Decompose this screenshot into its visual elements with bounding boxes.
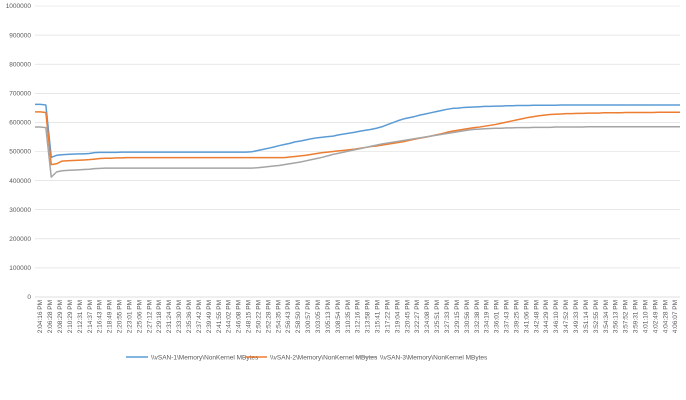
y-tick-label: 300000 — [9, 207, 31, 214]
x-tick-label: 2:27:12 PM — [146, 300, 153, 333]
y-tick-label: 600000 — [9, 120, 31, 127]
x-tick-label: 3:30:56 PM — [464, 300, 471, 333]
x-tick-label: 2:56:43 PM — [285, 300, 292, 333]
y-tick-label: 700000 — [9, 91, 31, 98]
y-tick-label: 200000 — [9, 236, 31, 243]
x-tick-label: 3:27:33 PM — [444, 300, 451, 333]
x-tick-label: 3:10:35 PM — [345, 300, 352, 333]
x-tick-label: 3:03:05 PM — [315, 300, 322, 333]
x-tick-label: 2:12:31 PM — [77, 300, 84, 333]
x-tick-label: 3:57:52 PM — [623, 300, 630, 333]
x-tick-label: 2:48:15 PM — [246, 300, 253, 333]
y-tick-label: 400000 — [9, 178, 31, 185]
series-line-3 — [35, 126, 680, 178]
x-tick-label: 3:24:08 PM — [424, 300, 431, 333]
x-tick-label: 2:39:49 PM — [206, 300, 213, 333]
x-tick-label: 3:56:13 PM — [613, 300, 620, 333]
x-tick-label: 2:29:18 PM — [156, 300, 163, 333]
x-tick-label: 3:37:43 PM — [504, 300, 511, 333]
x-tick-label: 3:46:10 PM — [553, 300, 560, 333]
x-tick-label: 4:01:10 PM — [642, 300, 649, 333]
x-tick-label: 3:00:57 PM — [305, 300, 312, 333]
x-tick-label: 3:20:45 PM — [404, 300, 411, 333]
x-tick-label: 3:44:29 PM — [543, 300, 550, 333]
x-tick-label: 3:22:27 PM — [414, 300, 421, 333]
x-tick-label: 2:14:37 PM — [87, 300, 94, 333]
x-tick-label: 2:31:24 PM — [166, 300, 173, 333]
x-tick-label: 2:37:42 PM — [196, 300, 203, 333]
x-tick-label: 2:18:49 PM — [107, 300, 114, 333]
x-tick-label: 4:04:28 PM — [662, 300, 669, 333]
x-tick-label: 3:25:51 PM — [434, 300, 441, 333]
x-tick-label: 2:25:06 PM — [136, 300, 143, 333]
y-tick-label: 900000 — [9, 32, 31, 39]
x-tick-label: 2:52:28 PM — [265, 300, 272, 333]
x-tick-label: 2:33:30 PM — [176, 300, 183, 333]
x-tick-label: 3:59:31 PM — [633, 300, 640, 333]
x-tick-label: 3:13:58 PM — [365, 300, 372, 333]
plot-area — [35, 103, 680, 178]
x-tick-label: 3:17:22 PM — [384, 300, 391, 333]
y-tick-label: 1000000 — [6, 3, 32, 10]
legend-label-3: \\vSAN-3\Memory\NonKernel MBytes — [380, 354, 488, 361]
x-tick-label: 3:41:06 PM — [523, 300, 530, 333]
x-tick-label: 3:42:48 PM — [533, 300, 540, 333]
x-axis: 2:04:16 PM 2:06:28 PM 2:08:29 PM 2:10:29 PM… — [37, 300, 679, 333]
x-tick-label: 2:54:35 PM — [275, 300, 282, 333]
x-tick-label: 3:52:55 PM — [593, 300, 600, 333]
y-tick-label: 0 — [27, 294, 31, 301]
x-tick-label: 2:44:02 PM — [226, 300, 233, 333]
x-tick-label: 3:49:33 PM — [573, 300, 580, 333]
x-tick-label: 3:36:01 PM — [494, 300, 501, 333]
legend: \\vSAN-1\Memory\NonKernel MBytes \\vSAN-2… — [126, 354, 488, 361]
x-tick-label: 2:04:16 PM — [37, 300, 44, 333]
x-tick-label: 2:35:36 PM — [186, 300, 193, 333]
x-tick-label: 3:32:38 PM — [474, 300, 481, 333]
x-tick-label: 2:50:22 PM — [255, 300, 262, 333]
x-tick-label: 3:12:16 PM — [355, 300, 362, 333]
x-tick-label: 3:39:25 PM — [513, 300, 520, 333]
x-tick-label: 3:34:19 PM — [484, 300, 491, 333]
x-tick-label: 3:29:15 PM — [454, 300, 461, 333]
series-line-1 — [35, 103, 680, 159]
x-tick-label: 4:06:07 PM — [672, 300, 679, 333]
x-tick-label: 4:02:49 PM — [652, 300, 659, 333]
x-tick-label: 2:16:43 PM — [97, 300, 104, 333]
x-tick-label: 2:08:29 PM — [57, 300, 64, 333]
y-tick-label: 800000 — [9, 61, 31, 68]
x-tick-label: 3:05:13 PM — [325, 300, 332, 333]
legend-label-2: \\vSAN-2\Memory\NonKernel MBytes — [270, 354, 378, 361]
legend-label-1: \\vSAN-1\Memory\NonKernel MBytes — [151, 354, 259, 361]
x-tick-label: 2:20:55 PM — [117, 300, 124, 333]
y-tick-label: 100000 — [9, 265, 31, 272]
y-axis: 0 100000 200000 300000 400000 500000 600000 700… — [6, 3, 32, 301]
x-tick-label: 3:54:34 PM — [603, 300, 610, 333]
x-tick-label: 3:47:52 PM — [563, 300, 570, 333]
x-tick-label: 2:58:50 PM — [295, 300, 302, 333]
x-tick-label: 2:46:08 PM — [236, 300, 243, 333]
x-tick-label: 2:23:01 PM — [126, 300, 133, 333]
x-tick-label: 2:06:28 PM — [47, 300, 54, 333]
x-tick-label: 3:08:54 PM — [335, 300, 342, 333]
x-tick-label: 3:15:41 PM — [375, 300, 382, 333]
x-tick-label: 2:10:29 PM — [67, 300, 74, 333]
x-tick-label: 2:41:55 PM — [216, 300, 223, 333]
x-tick-label: 3:51:14 PM — [583, 300, 590, 333]
y-tick-label: 500000 — [9, 149, 31, 156]
x-tick-label: 3:19:04 PM — [394, 300, 401, 333]
